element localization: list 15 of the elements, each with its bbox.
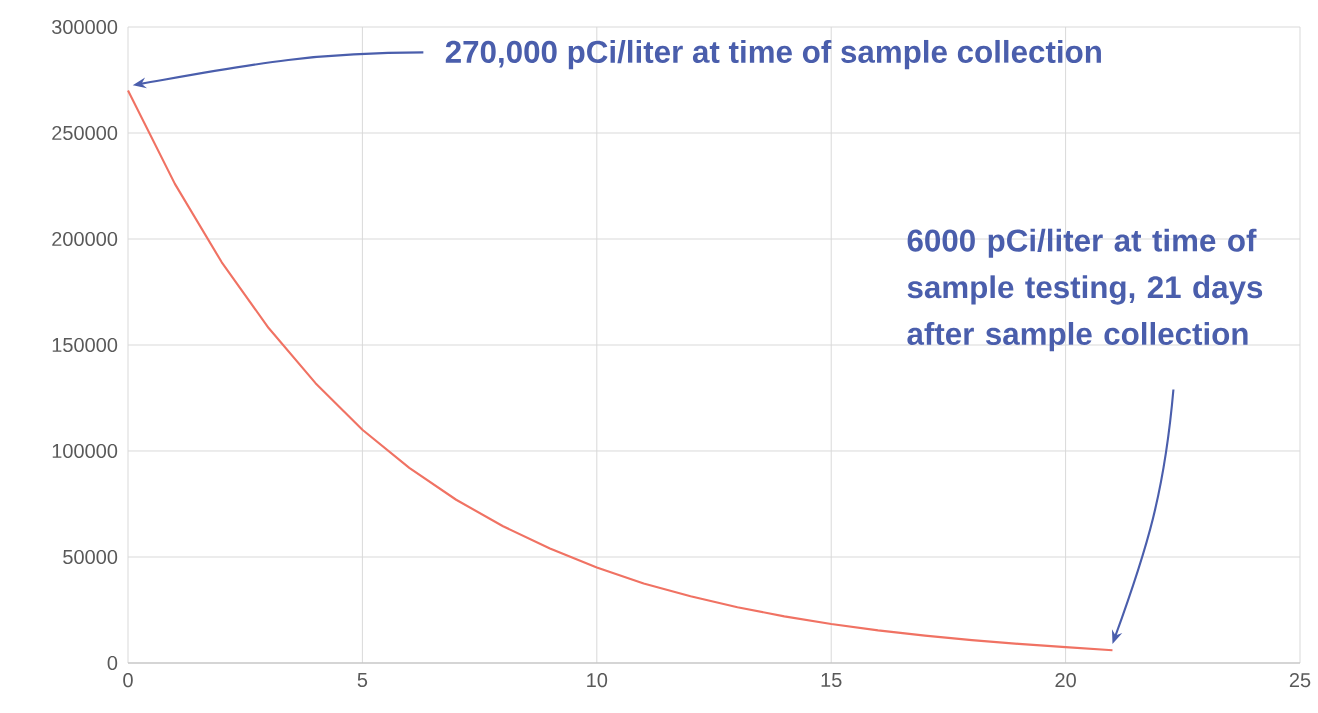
x-tick-label: 25 — [1289, 673, 1311, 688]
x-tick-label: 5 — [357, 673, 368, 687]
x-tick-label: 20 — [1055, 673, 1076, 688]
y-tick-label: 250000 — [52, 125, 118, 141]
y-tick-label: 0 — [107, 655, 118, 671]
y-tick-label: 50000 — [63, 549, 118, 565]
x-tick-label: 15 — [821, 673, 842, 687]
annotation: 6000 pCi/liter at time of sample testing, 21 days after sample collection — [907, 228, 1263, 352]
y-tick-label: 200000 — [52, 231, 118, 247]
y-tick-label: 150000 — [52, 337, 118, 353]
x-tick-label: 0 — [123, 673, 133, 688]
y-tick-label: 300000 — [51, 19, 118, 35]
annotation: 270,000 pCi/liter at time of sample collection — [445, 39, 1101, 70]
y-tick-label: 100000 — [52, 443, 118, 459]
x-tick-label: 10 — [587, 673, 608, 688]
